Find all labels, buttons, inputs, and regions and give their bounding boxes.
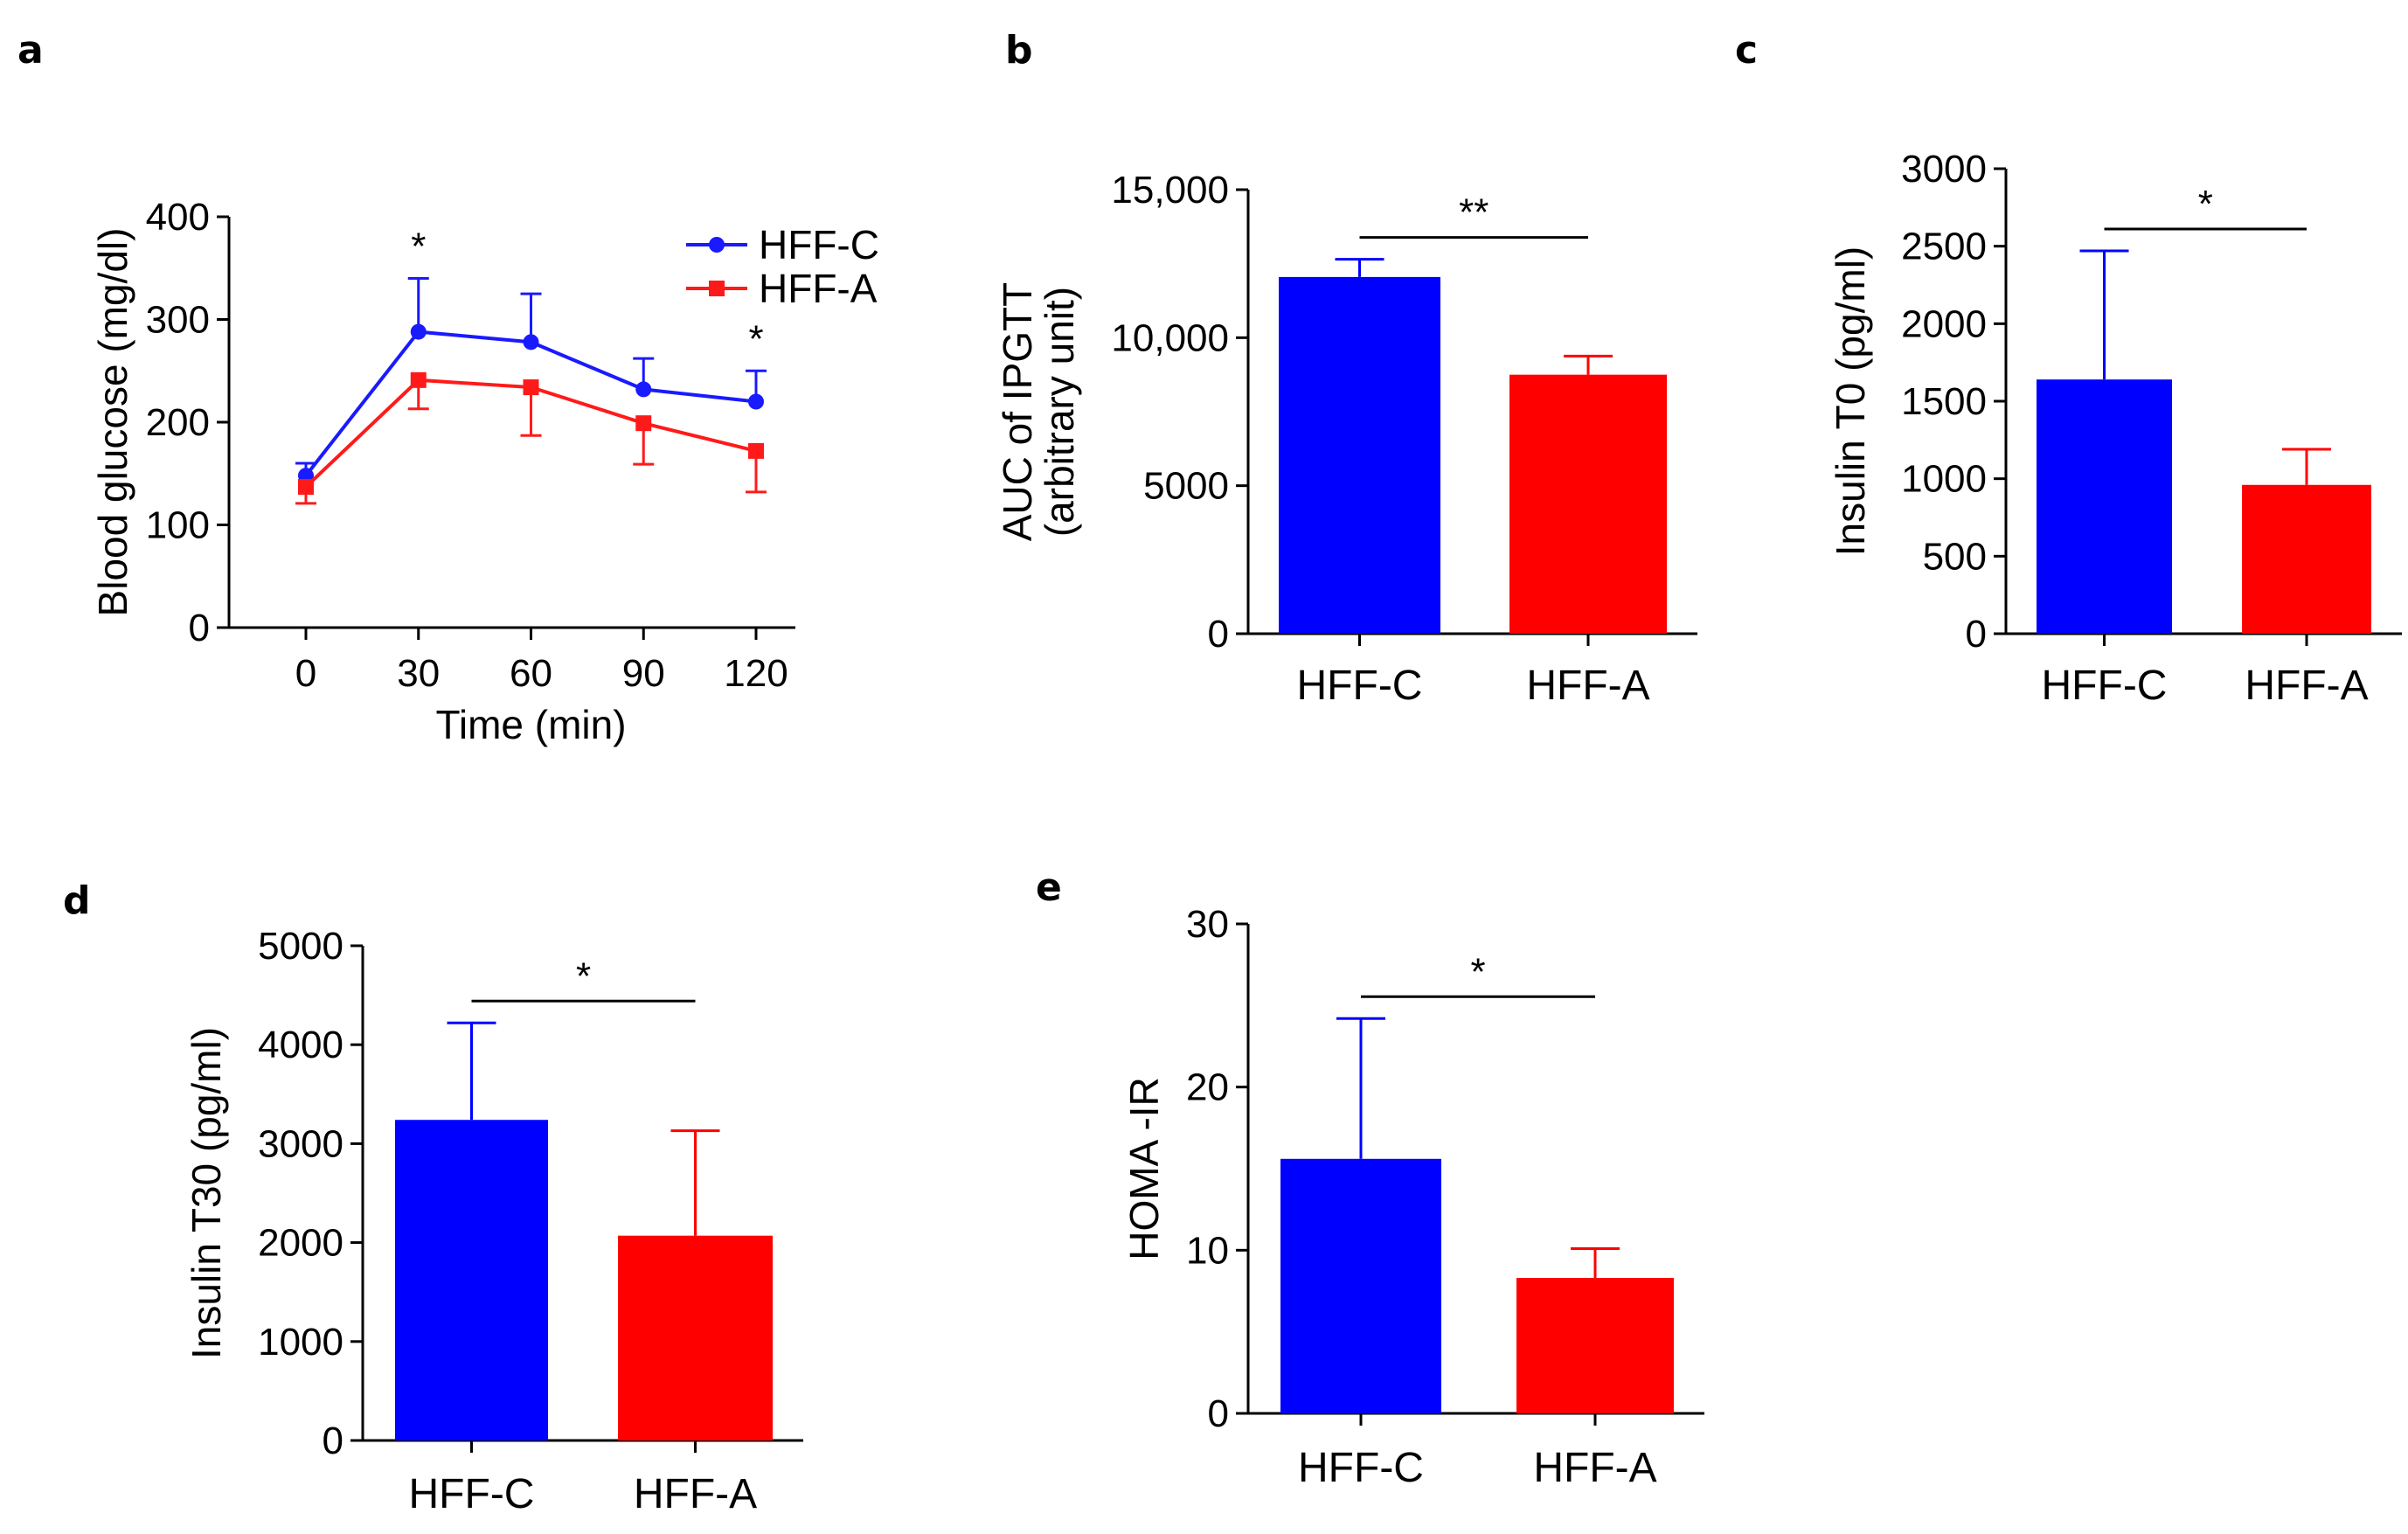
- e-significance-star: *: [1470, 950, 1485, 993]
- d-y-tick-label-5: 5000: [258, 925, 344, 968]
- e-category-label-1: HFF-A: [1533, 1445, 1656, 1491]
- e-bar-hff-a: [1516, 1278, 1674, 1413]
- a-point-hff-a-0: [298, 479, 314, 496]
- b-bar-hff-a: [1509, 374, 1667, 634]
- a-y-axis-label: Blood glucose (mg/dl): [90, 228, 135, 617]
- b-y-tick-label-3: 15,000: [1111, 169, 1229, 212]
- a-legend-label-hff-c: HFF-C: [759, 222, 879, 267]
- a-point-hff-c-3: [635, 381, 652, 398]
- a-point-hff-c-2: [523, 334, 539, 351]
- c-y-tick-label-2: 1000: [1901, 458, 1987, 501]
- a-y-tick-label-2: 200: [146, 401, 210, 444]
- d-y-tick-label-3: 3000: [258, 1122, 344, 1165]
- d-bar-hff-c: [395, 1120, 548, 1440]
- b-y-tick-label-1: 5000: [1143, 465, 1229, 508]
- d-y-tick-label-4: 4000: [258, 1024, 344, 1066]
- c-bar-hff-c: [2037, 379, 2172, 634]
- c-significance-star: *: [2198, 183, 2213, 226]
- b-category-label-1: HFF-A: [1526, 663, 1649, 709]
- b-category-label-0: HFF-C: [1297, 663, 1423, 709]
- a-x-tick-label-4: 120: [724, 652, 788, 695]
- a-point-hff-c-4: [748, 393, 764, 410]
- d-y-axis-label: Insulin T30 (pg/ml): [184, 1027, 229, 1359]
- panel-d-bar-chart: 0 1000 2000 3000 4000 5000 HFF-C HFF-A * Insulin …: [184, 925, 803, 1517]
- a-y-tick-label-0: 0: [189, 607, 210, 649]
- a-y-tick-label-1: 100: [146, 504, 210, 547]
- d-bar-hff-a: [618, 1235, 773, 1440]
- c-y-tick-label-1: 500: [1923, 535, 1987, 578]
- c-y-tick-label-5: 2500: [1901, 226, 1987, 268]
- d-y-tick-label-2: 2000: [258, 1222, 344, 1265]
- c-y-axis-label: Insulin T0 (pg/ml): [1828, 246, 1873, 557]
- d-category-label-0: HFF-C: [409, 1471, 535, 1517]
- c-category-label-1: HFF-A: [2245, 663, 2368, 709]
- a-legend-marker-hff-c: [709, 237, 725, 253]
- a-x-tick-label-0: 0: [295, 652, 316, 695]
- c-y-tick-label-4: 2000: [1901, 302, 1987, 345]
- d-y-tick-label-1: 1000: [258, 1321, 344, 1364]
- e-y-axis-label: HOMA -IR: [1121, 1077, 1167, 1260]
- panel-c-bar-chart: 0 500 1000 1500 2000 2500 3000 HFF-C HFF-A * Insul…: [1828, 148, 2402, 709]
- a-significance-star-1: *: [748, 317, 763, 360]
- panel-label-c: c: [1735, 28, 1758, 73]
- a-legend-label-hff-a: HFF-A: [759, 266, 878, 311]
- c-y-tick-label-0: 0: [1966, 613, 1987, 656]
- d-category-label-1: HFF-A: [634, 1471, 757, 1517]
- panel-label-b: b: [1005, 28, 1033, 73]
- a-legend-marker-hff-a: [709, 281, 725, 296]
- a-x-tick-label-3: 90: [622, 652, 665, 695]
- e-bar-hff-c: [1280, 1158, 1441, 1413]
- panel-b-bar-chart: 0 5000 10,000 15,000 HFF-C HFF-A ** AUC of IPGT…: [995, 169, 1697, 709]
- panel-label-d: d: [63, 878, 91, 923]
- c-y-tick-label-6: 3000: [1901, 148, 1987, 191]
- a-point-hff-a-2: [523, 379, 539, 396]
- e-y-tick-label-0: 0: [1208, 1392, 1229, 1435]
- panel-a-line-chart: 0 100 200 300 400 0 30 60 90 120 Time (min) Blood g…: [90, 196, 879, 747]
- a-y-tick-label-4: 400: [146, 196, 210, 239]
- e-y-tick-label-2: 20: [1186, 1066, 1229, 1109]
- c-bar-hff-a: [2242, 484, 2371, 634]
- panel-e-bar-chart: 0 10 20 30 HFF-C HFF-A * HOMA -IR: [1121, 903, 1704, 1491]
- b-y-tick-label-0: 0: [1208, 613, 1229, 656]
- b-y-axis-label-2: (arbitrary unit): [1037, 287, 1082, 537]
- b-significance-star: **: [1459, 191, 1489, 234]
- c-y-tick-label-3: 1500: [1901, 380, 1987, 423]
- a-point-hff-a-3: [635, 415, 652, 432]
- a-significance-star-0: *: [411, 226, 426, 268]
- a-x-tick-label-1: 30: [397, 652, 440, 695]
- a-point-hff-c-1: [410, 323, 427, 340]
- d-y-tick-label-0: 0: [323, 1419, 344, 1462]
- e-y-tick-label-1: 10: [1186, 1229, 1229, 1272]
- panel-label-e: e: [1036, 865, 1062, 910]
- e-category-label-0: HFF-C: [1298, 1445, 1424, 1491]
- panel-label-a: a: [17, 28, 44, 73]
- a-point-hff-a-1: [410, 371, 427, 388]
- a-x-tick-label-2: 60: [510, 652, 552, 695]
- b-y-axis-label: AUC of IPGTT: [995, 282, 1040, 541]
- a-y-tick-label-3: 300: [146, 299, 210, 342]
- c-category-label-0: HFF-C: [2042, 663, 2168, 709]
- b-y-tick-label-2: 10,000: [1111, 316, 1229, 359]
- d-significance-star: *: [576, 954, 591, 997]
- a-x-axis-label: Time (min): [435, 702, 626, 747]
- b-bar-hff-c: [1279, 276, 1440, 634]
- e-y-tick-label-3: 30: [1186, 903, 1229, 946]
- a-point-hff-a-4: [748, 442, 764, 459]
